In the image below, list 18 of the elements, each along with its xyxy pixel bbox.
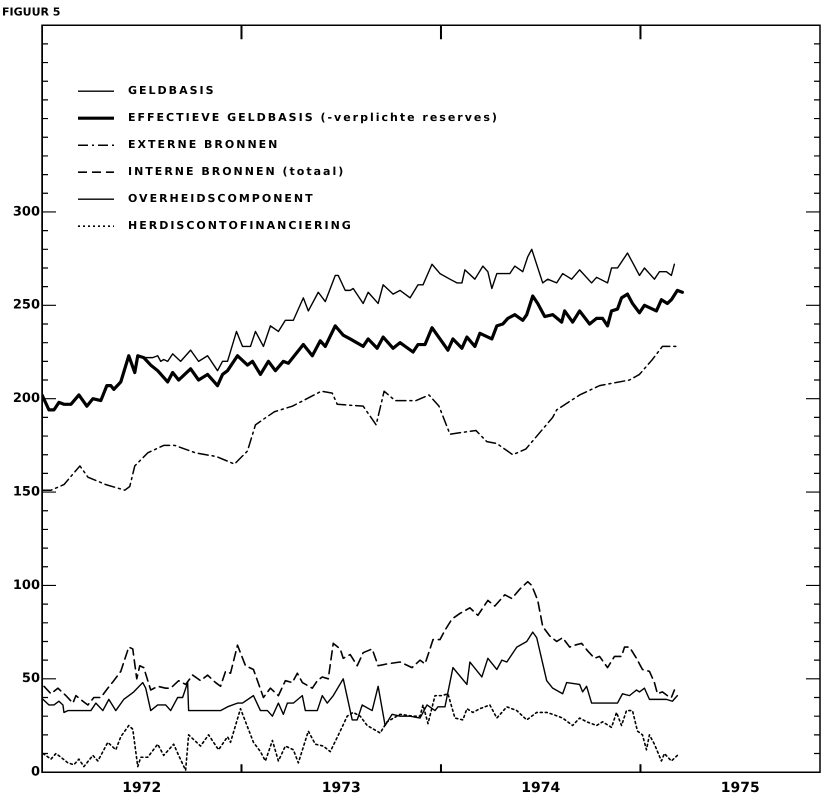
y-tick-label: 300 <box>12 204 40 220</box>
y-tick-label: 50 <box>22 671 40 686</box>
legend-label: INTERNE BRONNEN (totaal) <box>128 165 346 178</box>
x-tick-label: 1973 <box>322 780 361 796</box>
legend-label: GELDBASIS <box>128 84 216 98</box>
y-tick-label: 200 <box>12 391 40 406</box>
y-tick-label: 250 <box>12 298 40 313</box>
chart-title: FIGUUR 5 <box>2 5 60 18</box>
x-tick-label: 1972 <box>122 780 162 796</box>
x-tick-label: 1974 <box>521 780 560 796</box>
legend-label: HERDISCONTOFINANCIERING <box>128 219 353 232</box>
legend-label: EFFECTIEVE GELDBASIS (-verplichte reserves) <box>128 111 499 124</box>
y-tick-label: 150 <box>12 484 40 500</box>
legend-label: EXTERNE BRONNEN <box>128 138 280 152</box>
y-tick-label: 100 <box>12 578 40 593</box>
x-tick-label: 1975 <box>720 780 760 796</box>
legend-label: OVERHEIDSCOMPONENT <box>128 192 315 206</box>
y-tick-label: 0 <box>30 764 40 780</box>
